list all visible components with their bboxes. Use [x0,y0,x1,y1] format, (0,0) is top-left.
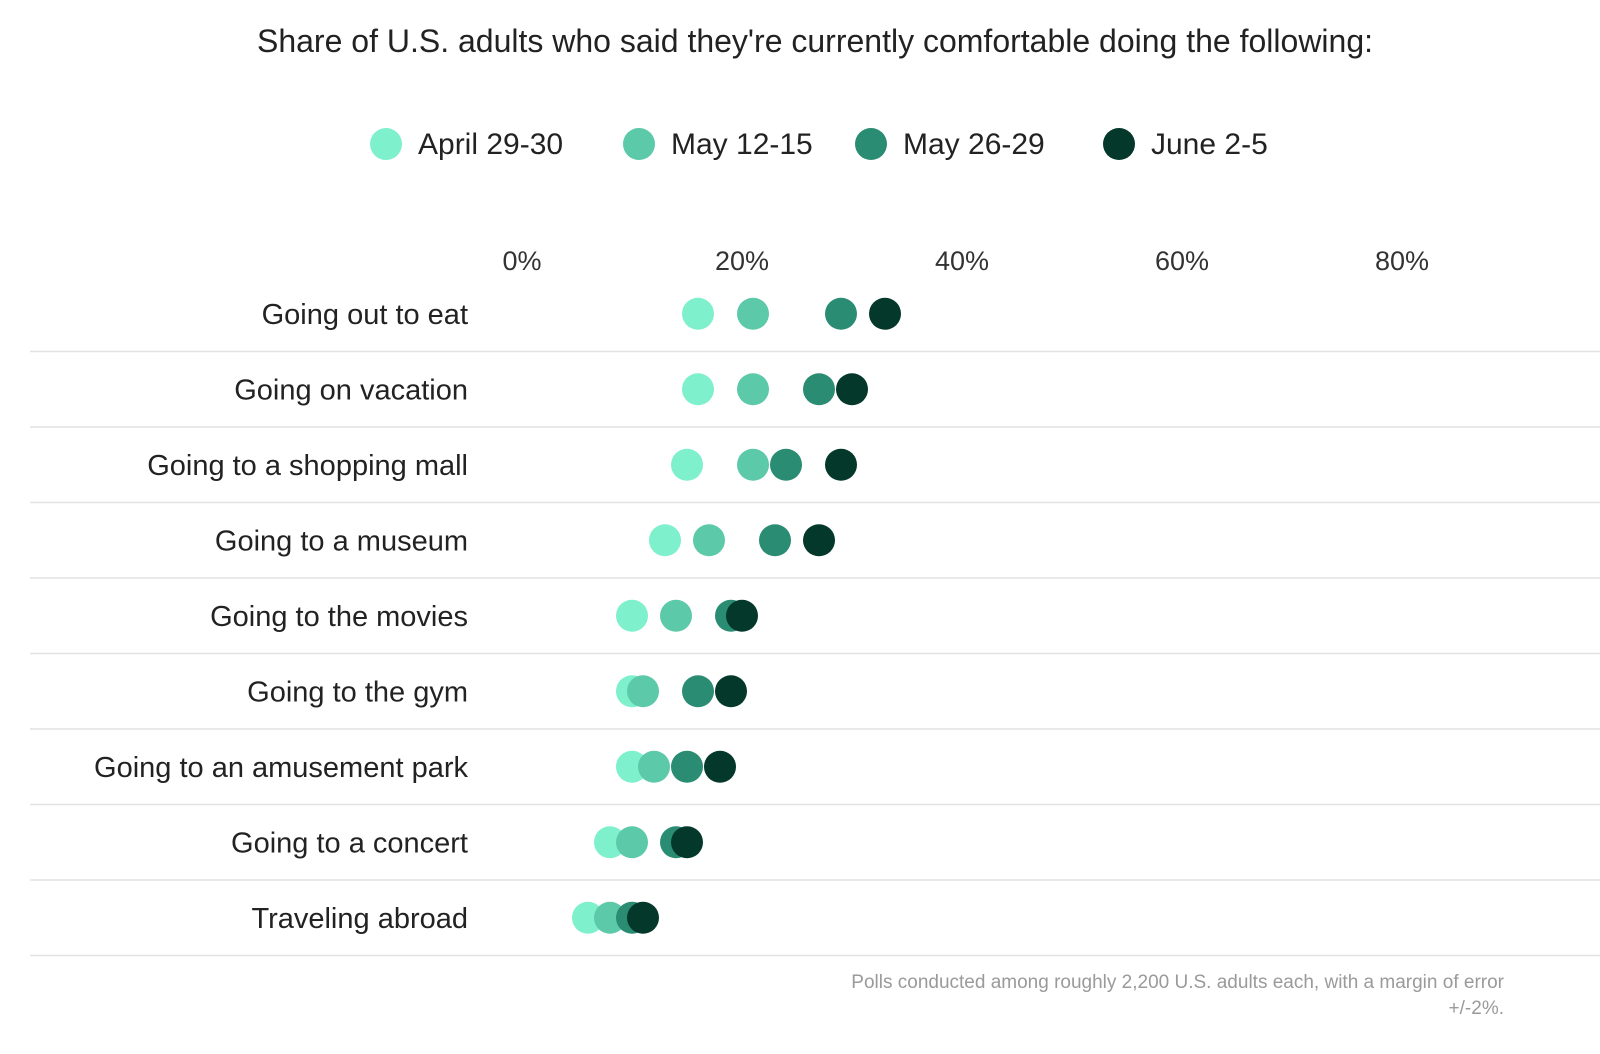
category-rows: Going out to eat Going on vacation Going t… [30,299,1600,957]
data-point [671,826,703,859]
data-point [682,675,714,708]
category-label: Traveling abroad [251,903,468,935]
data-point [671,750,703,783]
x-tick-label: 80% [1375,246,1429,276]
x-axis-ticks: 0% 20% 40% 60% 80% [502,246,1429,276]
category-label: Going to a concert [231,827,468,859]
legend-label: May 12-15 [671,128,813,161]
data-point [737,448,769,481]
data-point [627,901,659,934]
category-label: Going to a museum [215,525,468,557]
data-point [825,448,857,481]
data-point [638,750,670,783]
legend-item: April 29-30 [370,128,563,161]
legend-item: May 12-15 [623,128,813,161]
data-point [682,373,714,406]
footnote: Polls conducted among roughly 2,200 U.S.… [851,972,1504,1019]
data-point [682,297,714,330]
data-point [825,297,857,330]
data-point [660,599,692,632]
data-point [572,901,604,934]
data-point [715,675,747,708]
x-tick-label: 60% [1155,246,1209,276]
data-point [693,524,725,557]
data-point [649,524,681,557]
data-point [770,448,802,481]
data-point [803,373,835,406]
x-tick-label: 40% [935,246,989,276]
data-point [616,599,648,632]
data-point [627,675,659,708]
legend-label: June 2-5 [1151,128,1268,161]
data-point [616,826,648,859]
data-point [759,524,791,557]
data-point [594,826,626,859]
legend-swatch [855,128,887,160]
category-label: Going to the movies [210,601,468,633]
category-label: Going to an amusement park [94,752,468,784]
data-point [836,373,868,406]
legend-label: April 29-30 [418,128,563,161]
legend-item: May 26-29 [855,128,1045,161]
category-label: Going to the gym [247,676,468,708]
legend-label: May 26-29 [903,128,1045,161]
data-point [616,750,648,783]
data-point [869,297,901,330]
category-label: Going to a shopping mall [147,450,468,482]
legend-swatch [370,128,402,160]
legend-item: June 2-5 [1103,128,1268,161]
x-tick-label: 0% [502,246,541,276]
data-points [572,297,901,934]
data-point [704,750,736,783]
data-point [671,448,703,481]
data-point [594,901,626,934]
category-label: Going on vacation [234,374,468,406]
data-point [726,599,758,632]
category-label: Going out to eat [262,299,468,331]
data-point [737,297,769,330]
legend: April 29-30 May 12-15 May 26-29 June 2-5 [370,128,1268,161]
legend-swatch [623,128,655,160]
legend-swatch [1103,128,1135,160]
chart-title: Share of U.S. adults who said they're cu… [257,23,1373,59]
x-tick-label: 20% [715,246,769,276]
data-point [803,524,835,557]
data-point [737,373,769,406]
